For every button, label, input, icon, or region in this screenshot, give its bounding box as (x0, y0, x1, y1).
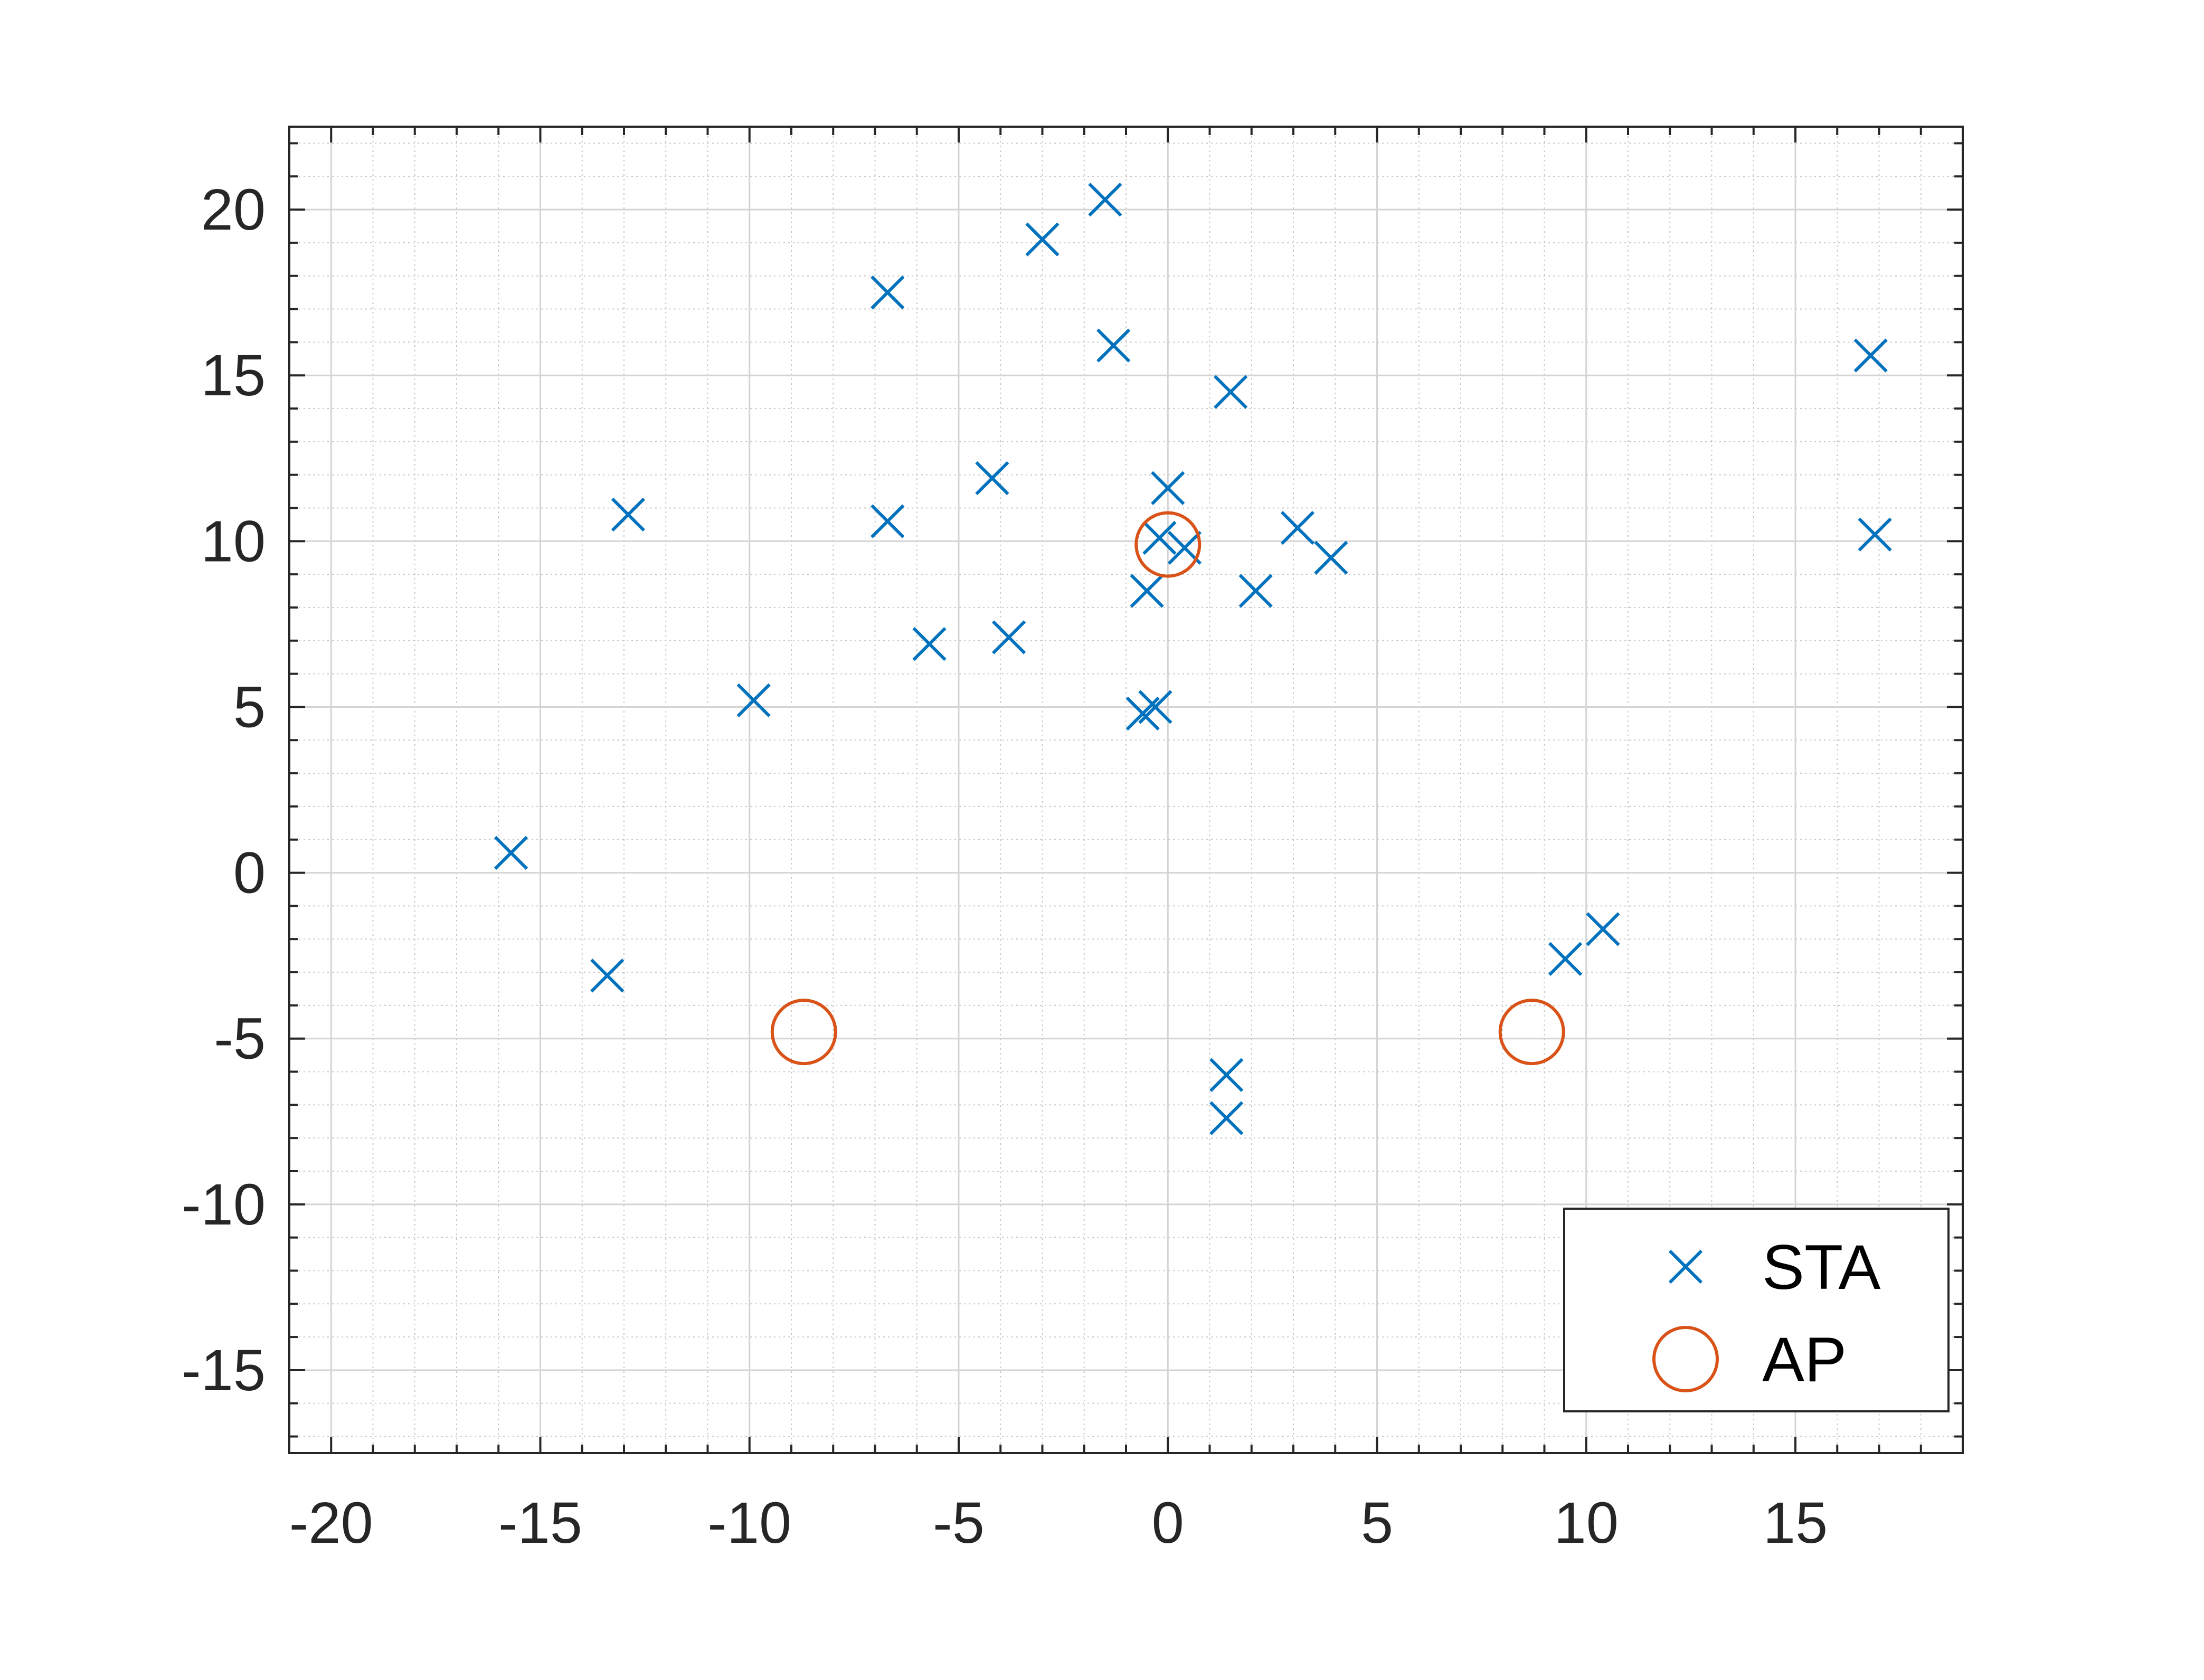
sta-point (871, 504, 905, 538)
sta-point (1142, 520, 1177, 555)
y-tick-label: -10 (182, 1172, 266, 1237)
series-sta (494, 183, 1892, 1135)
sta-point (1025, 222, 1060, 257)
x-tick-label: 10 (1554, 1491, 1619, 1555)
sta-point (1151, 471, 1185, 505)
sta-point (1088, 183, 1122, 217)
sta-point (1853, 338, 1888, 373)
axis-ticks (288, 127, 1964, 1453)
grid-lines (289, 127, 1963, 1453)
sta-point (736, 683, 771, 717)
sta-point (991, 620, 1026, 654)
sta-point (1209, 1058, 1244, 1092)
ap-point (1498, 999, 1565, 1066)
y-tick-label: 0 (233, 841, 266, 906)
legend-label-ap: AP (1762, 1324, 1847, 1395)
sta-point (611, 497, 646, 532)
x-tick-label: -5 (933, 1491, 985, 1555)
y-tick-label: -5 (214, 1007, 266, 1071)
y-tick-label: 15 (201, 343, 266, 408)
sta-point (1238, 574, 1273, 608)
y-tick-label: -15 (182, 1338, 266, 1403)
sta-point (1209, 1101, 1244, 1135)
y-tick-label: 10 (201, 509, 266, 574)
sta-point (1314, 540, 1348, 575)
legend-box (1563, 1208, 1950, 1412)
sta-point (912, 627, 947, 661)
sta-point (1858, 517, 1892, 552)
sta-point (975, 461, 1009, 496)
sta-point (1586, 912, 1620, 946)
sta-point (1214, 375, 1248, 409)
x-tick-label: 5 (1361, 1491, 1393, 1555)
legend: STA AP (1563, 1208, 1950, 1412)
y-axis-tick-labels: -15 -10 -5 0 5 10 15 20 (182, 177, 266, 1403)
sta-point (494, 836, 528, 870)
ap-point (770, 999, 837, 1066)
sta-point (871, 276, 905, 310)
x-tick-label: 0 (1152, 1491, 1184, 1555)
y-tick-label: 20 (201, 177, 266, 242)
sta-point (590, 958, 625, 993)
sta-point (1130, 574, 1164, 608)
ap-point (1134, 511, 1202, 578)
x-tick-label: -15 (498, 1491, 582, 1555)
sta-point (1138, 690, 1172, 724)
x-tick-label: 15 (1763, 1491, 1828, 1555)
sta-point (1096, 328, 1131, 363)
legend-marker-ap (1652, 1326, 1719, 1392)
x-tick-label: -20 (289, 1491, 373, 1555)
legend-label-sta: STA (1762, 1232, 1880, 1303)
sta-point (1280, 511, 1315, 545)
series-ap (770, 511, 1565, 1066)
x-tick-label: -10 (707, 1491, 791, 1555)
sta-point (1548, 942, 1583, 976)
data-points (494, 183, 1892, 1135)
x-axis-tick-labels: -20 -15 -10 -5 0 5 10 15 (289, 1491, 1828, 1555)
legend-marker-sta (1668, 1249, 1703, 1284)
y-tick-label: 5 (233, 675, 266, 739)
